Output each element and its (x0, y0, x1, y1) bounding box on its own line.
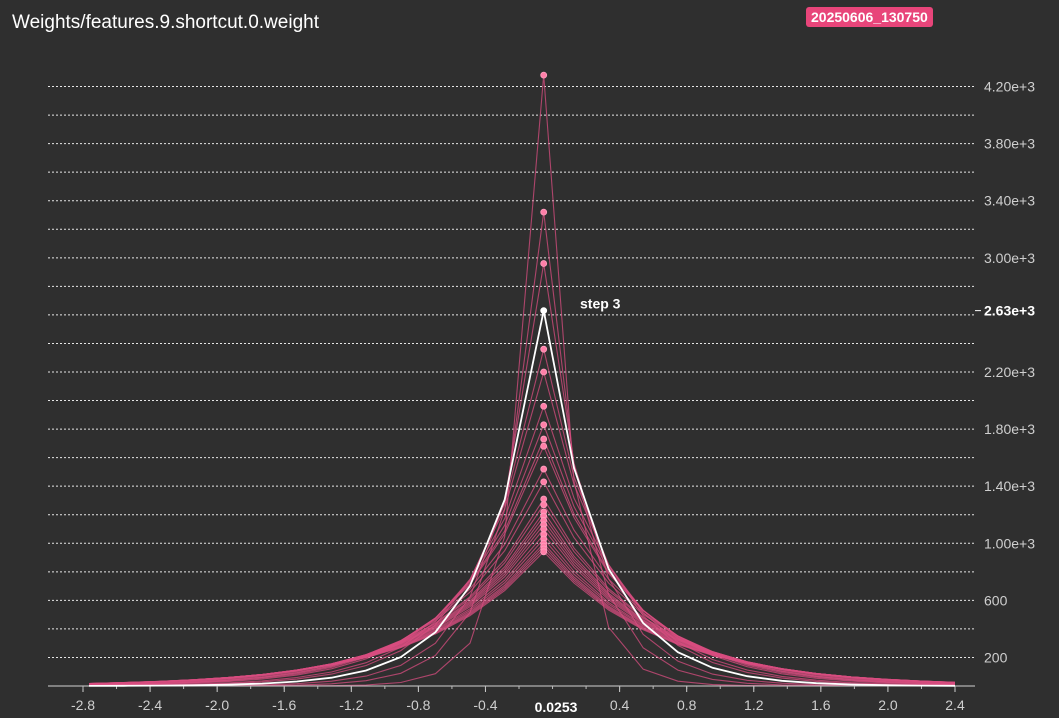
series-line[interactable] (88, 423, 956, 686)
grid-lines (48, 86, 975, 658)
y-tick-label: 1.00e+3 (984, 535, 1035, 551)
y-axis: 4.20e+3 3.80e+3 3.40e+3 3.00e+3 2.20e+3 1.80e… (975, 79, 1035, 665)
y-tick-label: 600 (984, 592, 1008, 608)
y-tick-label: 200 (984, 649, 1008, 665)
peak-point[interactable] (540, 442, 548, 450)
peak-markers (540, 71, 548, 556)
y-tick-label: 3.40e+3 (984, 193, 1035, 209)
series-line[interactable] (88, 349, 956, 687)
peak-point[interactable] (540, 368, 548, 376)
x-tick-label: -0.4 (473, 697, 497, 713)
peak-point[interactable] (540, 435, 548, 443)
x-tick-label: 1.6 (811, 697, 831, 713)
chart-title: Weights/features.9.shortcut.0.weight (12, 12, 319, 33)
series-line[interactable] (88, 467, 956, 686)
series-line[interactable] (88, 437, 956, 686)
hover-y-label: 2.63e+3 (984, 303, 1035, 319)
series-line[interactable] (88, 444, 956, 686)
x-tick-label: -2.0 (205, 697, 229, 713)
y-tick-label: 4.20e+3 (984, 79, 1035, 95)
series-line[interactable] (88, 542, 956, 685)
hover-readout: step 3 (88, 296, 956, 687)
hover-x-label: 0.0253 (535, 699, 578, 715)
run-badge[interactable]: 20250606_130750 (806, 7, 933, 27)
y-tick-label: 1.80e+3 (984, 421, 1035, 437)
peak-point[interactable] (540, 525, 548, 533)
y-tick-label: 3.80e+3 (984, 136, 1035, 152)
peak-point[interactable] (540, 548, 548, 556)
x-tick-label: 0.8 (677, 697, 697, 713)
series-line[interactable] (88, 480, 956, 685)
series-line[interactable] (88, 533, 956, 685)
x-axis: -2.8 -2.4 -2.0 -1.6 -1.2 -0.8 -0.4 0.4 0.8 1.2 1.6… (48, 685, 975, 715)
hover-series-label: step 3 (580, 296, 621, 312)
x-tick-label: 0.4 (610, 697, 630, 713)
y-tick-label: 3.00e+3 (984, 250, 1035, 266)
peak-point[interactable] (540, 71, 548, 79)
x-tick-label: -2.4 (138, 697, 162, 713)
peak-point[interactable] (540, 402, 548, 410)
y-tick-label: 1.40e+3 (984, 478, 1035, 494)
x-tick-label: -0.8 (406, 697, 430, 713)
series-group (88, 75, 956, 687)
series-line[interactable] (88, 404, 956, 686)
x-tick-label: 1.2 (744, 697, 764, 713)
highlighted-series-line[interactable] (88, 310, 956, 687)
peak-point[interactable] (540, 208, 548, 216)
series-line[interactable] (88, 551, 956, 685)
series-line[interactable] (88, 369, 956, 687)
x-tick-label: -2.8 (71, 697, 95, 713)
x-tick-label: 2.4 (945, 697, 965, 713)
peak-point[interactable] (540, 345, 548, 353)
peak-point[interactable] (540, 260, 548, 267)
x-tick-label: 2.0 (878, 697, 898, 713)
peak-point[interactable] (540, 478, 548, 486)
x-tick-label: -1.6 (272, 697, 296, 713)
peak-point[interactable] (540, 495, 548, 503)
series-line[interactable] (88, 497, 956, 685)
peak-point[interactable] (540, 465, 548, 473)
peak-point[interactable] (540, 421, 548, 429)
peak-point[interactable] (540, 501, 548, 509)
x-tick-label: -1.2 (339, 697, 363, 713)
y-tick-label: 2.20e+3 (984, 364, 1035, 380)
